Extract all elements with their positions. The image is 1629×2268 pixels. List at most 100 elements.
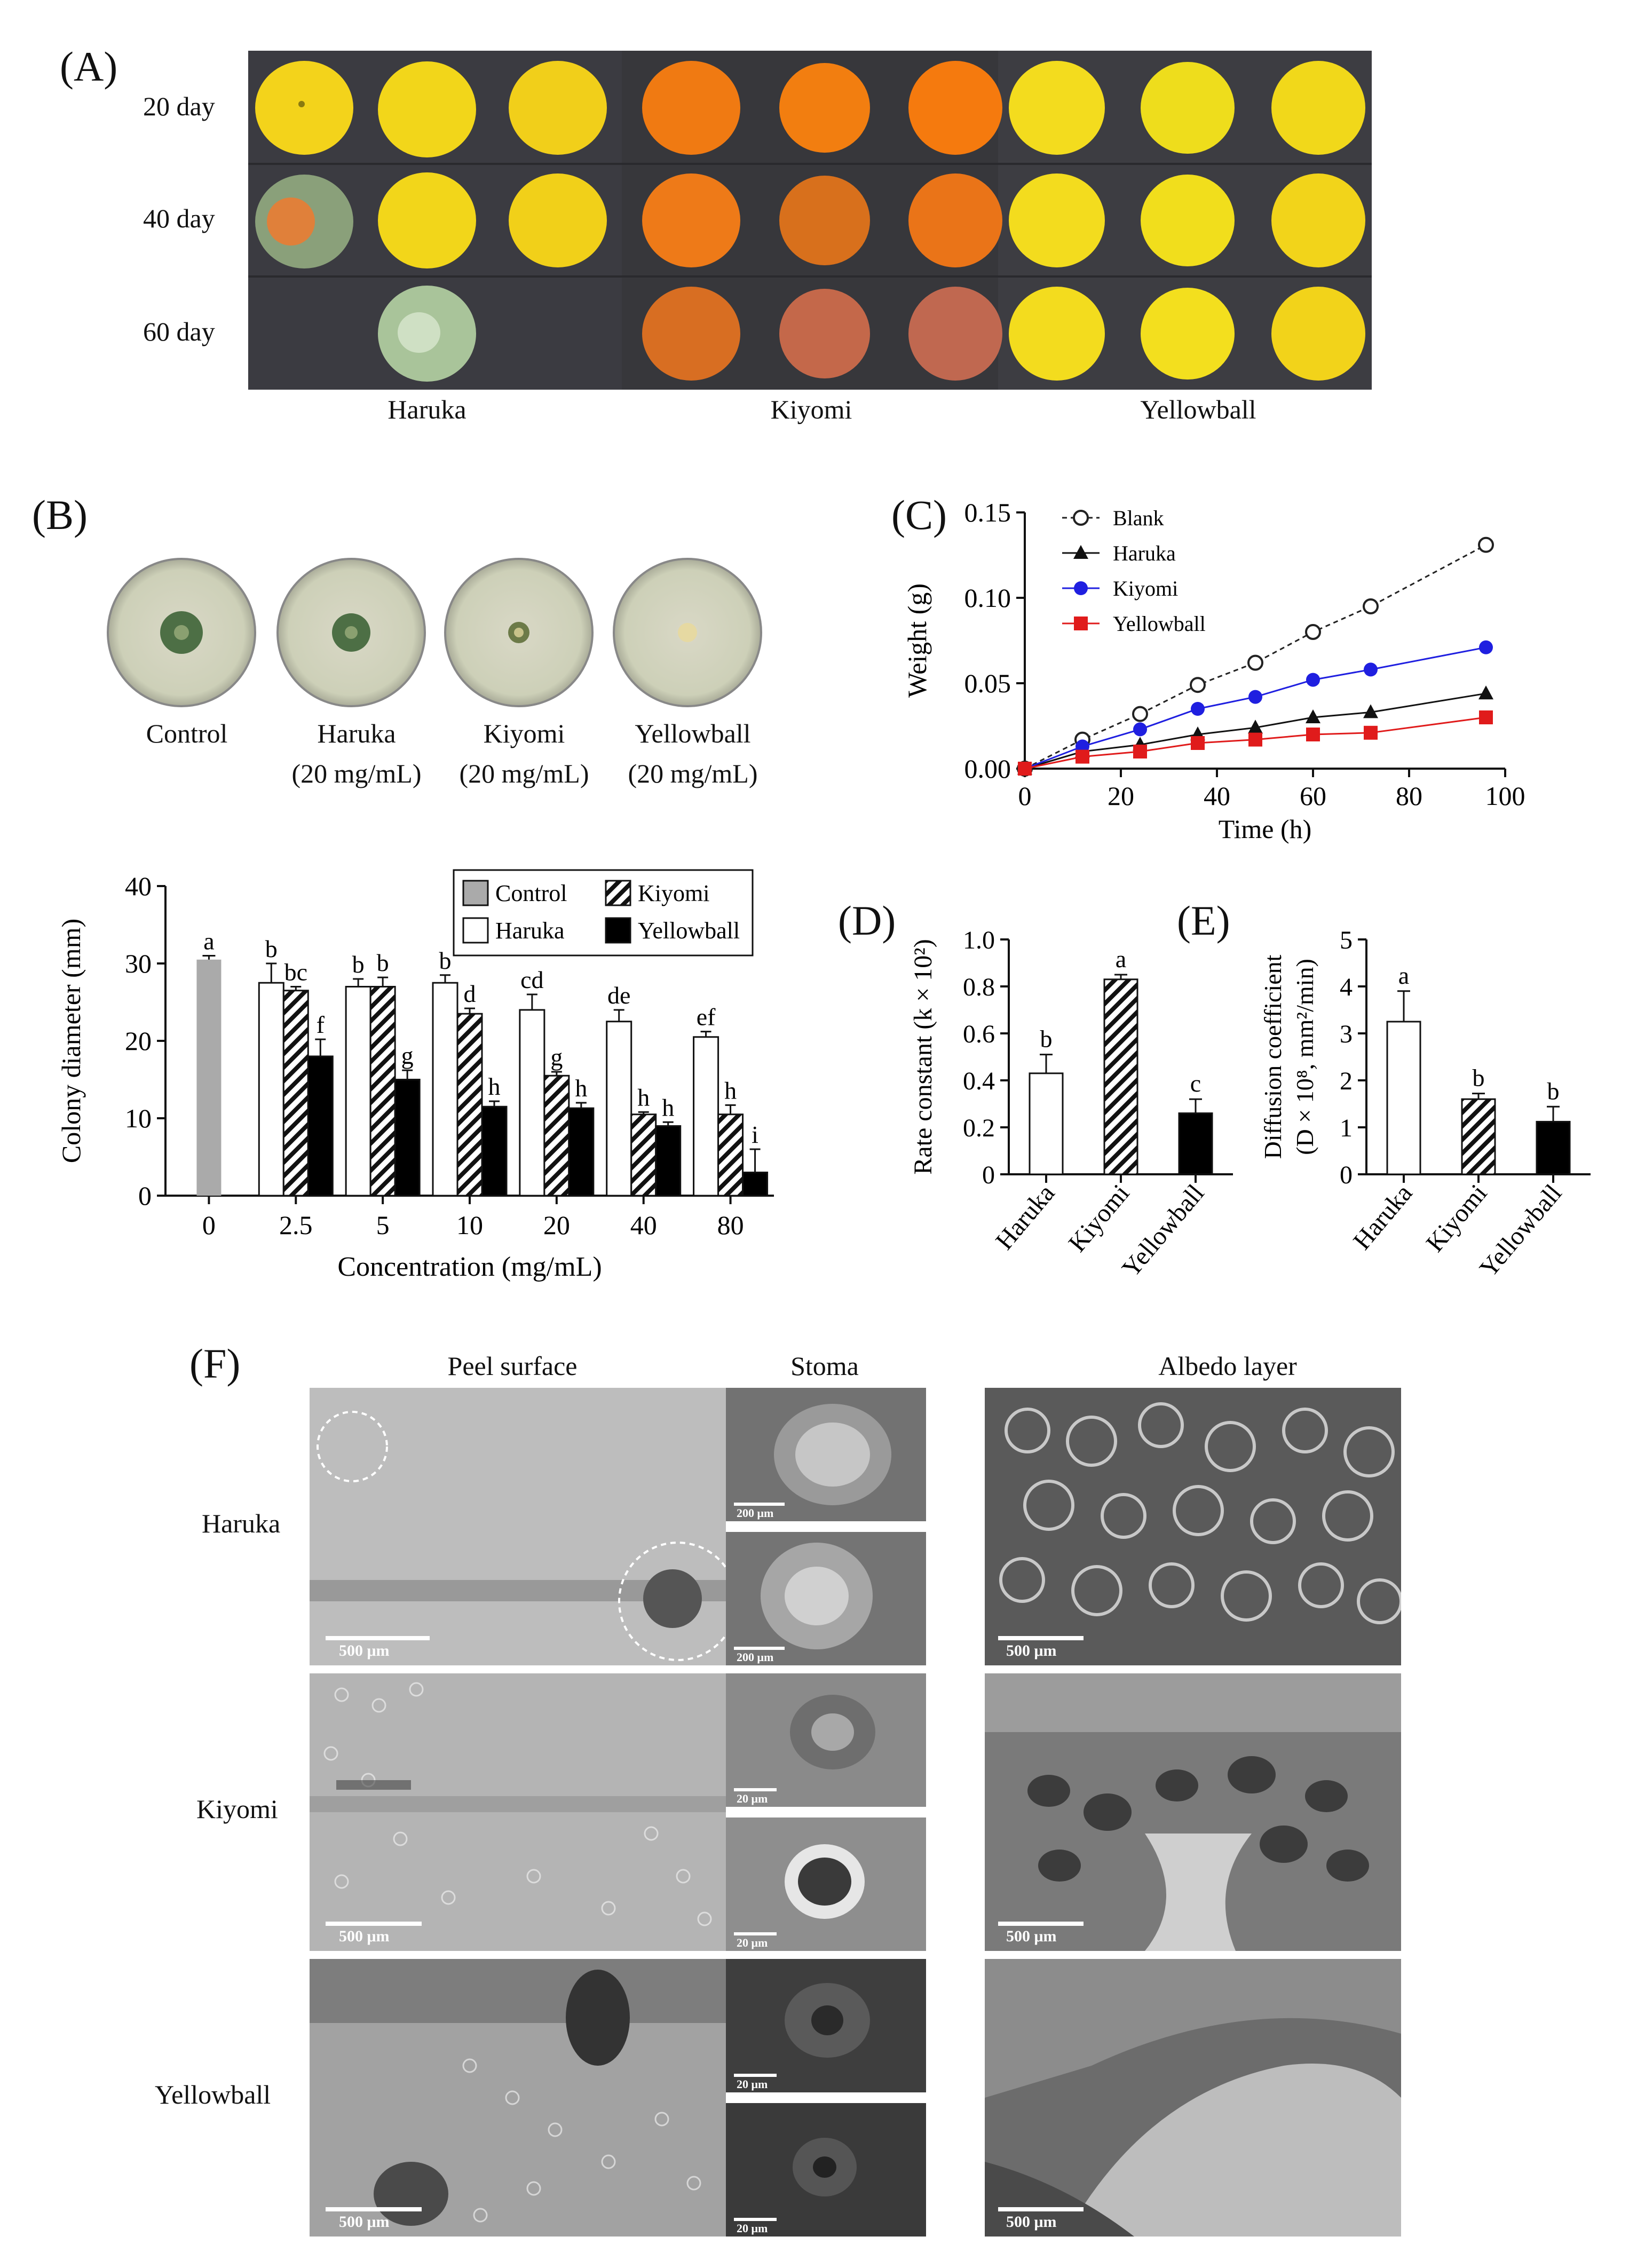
bar-kiyomi <box>1461 1098 1496 1175</box>
y-tick-label: 0.15 <box>964 497 1011 527</box>
scale-bar-albedo-haruka: 500 μm <box>1006 1642 1057 1659</box>
significance-letter: b <box>377 949 389 976</box>
petri-dish-photos <box>107 558 762 707</box>
bar-kiyomi <box>456 1013 483 1197</box>
sem-peel-yellowball: 500 μm <box>310 1959 726 2237</box>
significance-letter: b <box>352 951 365 978</box>
legend-marker <box>1073 545 1088 559</box>
y-tick-label: 0.2 <box>963 1114 995 1142</box>
legend-label: Kiyomi <box>1113 576 1178 600</box>
x-tick-label: 80 <box>717 1210 744 1240</box>
significance-letter: b <box>439 947 452 974</box>
data-point-kiyomi <box>1479 640 1493 654</box>
y-tick-label: 0.4 <box>963 1067 995 1095</box>
bar-haruka <box>519 1009 545 1197</box>
row-label-40-day: 40 day <box>143 203 215 233</box>
significance-letter: h <box>724 1077 737 1104</box>
data-point-yellowball <box>1191 736 1205 750</box>
x-tick-label: 40 <box>630 1210 657 1240</box>
significance-letter: bc <box>284 959 307 986</box>
bar-haruka <box>1029 1072 1064 1175</box>
x-tick-label: Haruka <box>1348 1179 1418 1255</box>
dish-sublabel-haruka: (20 mg/mL) <box>291 758 422 788</box>
data-point-yellowball <box>1018 762 1032 776</box>
dish-label-haruka: Haruka <box>317 718 396 748</box>
row-label-60-day: 60 day <box>143 317 215 346</box>
legend-swatch <box>462 917 489 944</box>
panel-c-label: (C) <box>891 492 947 538</box>
data-point-yellowball <box>1364 725 1378 740</box>
x-tick-label: 0 <box>1018 781 1032 811</box>
x-tick-label: 2.5 <box>279 1210 313 1240</box>
data-point-haruka <box>1248 720 1263 734</box>
sem-stoma-kiyomi-1: 20 μm <box>726 1673 926 1807</box>
significance-letter: ef <box>697 1003 716 1031</box>
legend-label: Haruka <box>495 918 565 944</box>
x-axis-label: Time (h) <box>1219 814 1312 844</box>
scale-bar-stoma-4: 20 μm <box>737 1936 768 1949</box>
x-tick-label: 100 <box>1485 781 1525 811</box>
bar-haruka <box>606 1021 632 1197</box>
dish-label-yellowball: Yellowball <box>635 718 751 748</box>
bar-yellowball <box>1178 1112 1213 1175</box>
significance-letter: f <box>317 1011 325 1038</box>
bar-haruka <box>258 982 284 1197</box>
data-point-haruka <box>1306 709 1320 723</box>
legend-label: Blank <box>1113 506 1164 530</box>
series-line-blank <box>1024 544 1486 770</box>
y-tick-label: 1.0 <box>963 926 995 954</box>
significance-letter: de <box>607 982 630 1009</box>
significance-letter: h <box>637 1084 650 1111</box>
sem-albedo-haruka: 500 μm <box>985 1388 1401 1665</box>
bar-haruka <box>432 982 458 1197</box>
sem-stoma-yellowball-1: 20 μm <box>726 1959 926 2092</box>
scale-bar-peel-yellowball: 500 μm <box>339 2213 390 2231</box>
bar-control <box>196 959 222 1196</box>
y-axis-label: Rate constant (k × 10²) <box>909 939 937 1174</box>
bar-yellowball <box>307 1055 334 1197</box>
group-label-yellowball: Yellowball <box>1140 394 1256 424</box>
sem-row-label-yellowball: Yellowball <box>155 2080 271 2109</box>
data-point-haruka <box>1478 685 1493 700</box>
bar-haruka <box>345 986 371 1197</box>
header-peel-surface: Peel surface <box>447 1351 578 1381</box>
bar-kiyomi <box>630 1113 657 1197</box>
y-tick-label: 40 <box>125 871 152 901</box>
x-tick-label: Kiyomi <box>1063 1179 1135 1257</box>
header-albedo-layer: Albedo layer <box>1158 1351 1297 1381</box>
fruit-photo-grid <box>248 51 1372 390</box>
dish-sublabel-kiyomi: (20 mg/mL) <box>459 758 589 788</box>
scale-bar-stoma-6: 20 μm <box>737 2222 768 2235</box>
dish-kiyomi <box>444 558 594 707</box>
data-point-blank <box>1247 654 1263 671</box>
significance-letter: h <box>575 1074 587 1102</box>
bar-kiyomi <box>543 1074 570 1197</box>
sem-peel-haruka: 500 μm <box>310 1388 726 1665</box>
x-tick-label: 10 <box>456 1210 483 1240</box>
y-tick-label: 3 <box>1340 1020 1353 1048</box>
data-point-yellowball <box>1133 745 1147 758</box>
y-axis-label: Colony diameter (mm) <box>56 919 86 1163</box>
row-label-20-day: 20 day <box>143 91 215 121</box>
dish-label-kiyomi: Kiyomi <box>483 718 565 748</box>
sem-albedo-kiyomi: 500 μm <box>985 1673 1401 1951</box>
y-tick-label: 5 <box>1340 926 1353 954</box>
panel-e-label: (E) <box>1177 897 1230 944</box>
data-point-kiyomi <box>1306 673 1320 687</box>
y-tick-label: 4 <box>1340 973 1353 1001</box>
diffusion-coefficient-bar-chart: 0 1 2 3 4 5 Diffusion coefficient (D × 10⁸, mm²… <box>1260 926 1591 1283</box>
dish-control <box>107 558 256 707</box>
y-tick-label: 0 <box>138 1181 152 1211</box>
bar-haruka <box>693 1036 719 1197</box>
data-point-blank <box>1363 598 1379 614</box>
y-tick-label: 0 <box>982 1161 995 1189</box>
bar-yellowball <box>742 1172 769 1197</box>
legend-label: Control <box>495 880 567 906</box>
sem-stoma-haruka-2: 200 μm <box>726 1532 926 1665</box>
legend-label: Haruka <box>1113 541 1176 565</box>
group-label-haruka: Haruka <box>388 394 466 424</box>
significance-letter: c <box>1190 1070 1201 1097</box>
y-tick-label: 20 <box>125 1026 152 1056</box>
significance-letter: b <box>1473 1064 1485 1092</box>
significance-letter: g <box>550 1044 563 1071</box>
